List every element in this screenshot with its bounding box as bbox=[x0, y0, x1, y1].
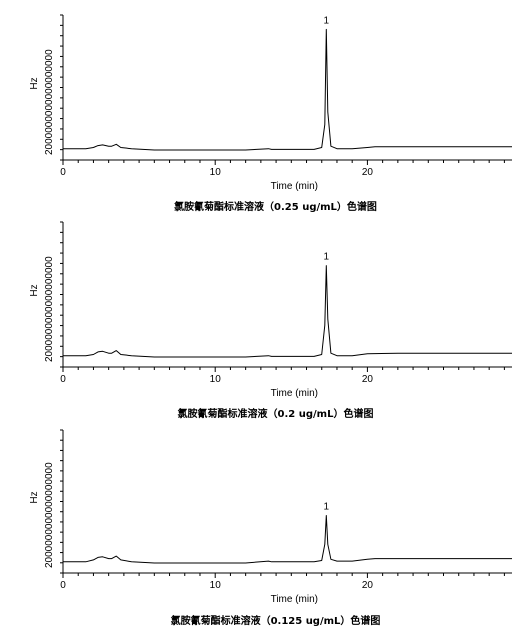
x-axis-title: Time (min) bbox=[271, 594, 318, 605]
x-axis-title: Time (min) bbox=[271, 388, 318, 399]
x-tick-label: 10 bbox=[210, 167, 222, 178]
x-tick-label: 0 bbox=[60, 580, 66, 591]
x-tick-label: 0 bbox=[60, 167, 66, 178]
peak-label: 1 bbox=[324, 15, 330, 26]
x-tick-label: 10 bbox=[210, 580, 222, 591]
chart-panel-2: 2000000000000000000 Hz 0 10 20 Time (min) 1 氯胺氰… bbox=[29, 221, 512, 420]
x-tick-label: 20 bbox=[362, 374, 374, 385]
x-axis-title: Time (min) bbox=[271, 181, 318, 192]
x-tick-label: 10 bbox=[210, 374, 222, 385]
y-axis-title: Hz bbox=[29, 77, 40, 89]
y-tick-label: 2000000000000000000 bbox=[44, 256, 55, 362]
x-tick-label: 20 bbox=[362, 580, 374, 591]
chart-panel-3: 2000000000000000000 Hz 0 10 20 Time (min) 1 氯胺氰… bbox=[29, 429, 512, 627]
y-tick-label: 2000000000000000000 bbox=[44, 49, 55, 155]
chromatogram-trace bbox=[63, 265, 512, 358]
peak-label: 1 bbox=[324, 502, 330, 513]
chart-panel-1: 2000000000000000000 Hz 0 10 20 Time (min) 1 氯胺氰… bbox=[29, 14, 512, 213]
y-axis-title: Hz bbox=[29, 491, 40, 503]
chromatogram-trace bbox=[63, 28, 512, 151]
x-tick-label: 20 bbox=[362, 167, 374, 178]
chromatogram-trace bbox=[63, 515, 512, 564]
x-tick-label: 0 bbox=[60, 374, 66, 385]
chart-caption: 氯胺氰菊酯标准溶液（0.125 ug/mL）色谱图 bbox=[171, 614, 381, 627]
chart-caption: 氯胺氰菊酯标准溶液（0.2 ug/mL）色谱图 bbox=[178, 407, 374, 420]
y-axis-title: Hz bbox=[29, 284, 40, 296]
chart-caption: 氯胺氰菊酯标准溶液（0.25 ug/mL）色谱图 bbox=[174, 200, 377, 213]
peak-label: 1 bbox=[324, 252, 330, 263]
y-tick-label: 2000000000000000000 bbox=[44, 462, 55, 568]
